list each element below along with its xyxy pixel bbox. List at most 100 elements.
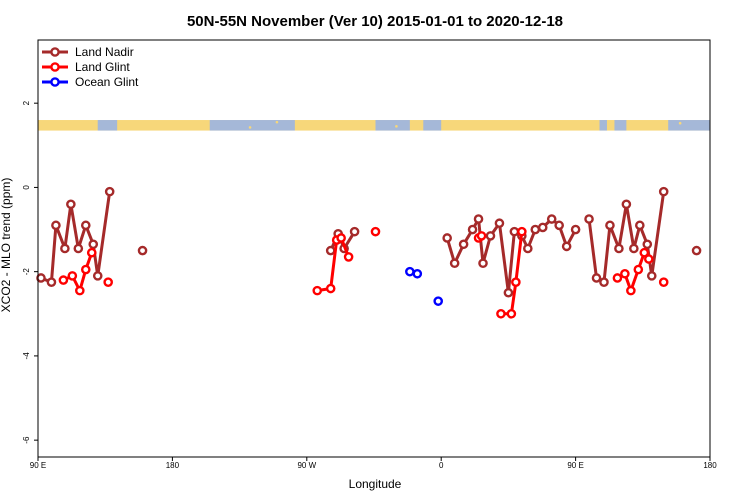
y-tick-label: -2 (22, 268, 31, 276)
data-point (433, 296, 444, 306)
x-tick-label: 0 (439, 461, 444, 470)
data-point (614, 243, 624, 254)
data-point (646, 271, 657, 281)
data-point (104, 186, 115, 197)
data-point (612, 273, 623, 283)
data-point (60, 243, 70, 254)
series-ocean-glint (405, 266, 444, 306)
data-point (349, 226, 360, 237)
data-point (478, 258, 488, 269)
ocean-strip (668, 120, 710, 131)
data-point (336, 233, 346, 243)
land-speck (656, 122, 660, 126)
data-point (80, 220, 91, 231)
legend-marker (50, 47, 60, 57)
ocean-strip (423, 120, 442, 131)
data-point (137, 245, 148, 256)
land-strip (38, 120, 710, 131)
data-point (473, 214, 484, 224)
y-tick-label: -4 (22, 352, 31, 360)
land-speck (248, 126, 252, 129)
ocean-strip (375, 120, 410, 131)
ocean-strip (614, 120, 627, 131)
data-point (658, 186, 669, 197)
data-point (73, 243, 84, 254)
land-speck (395, 125, 398, 128)
data-point (67, 271, 78, 281)
ocean-strip (209, 120, 295, 131)
series-land-nadir (36, 186, 702, 298)
data-point (620, 268, 630, 279)
data-point (506, 308, 517, 319)
data-point (635, 220, 645, 231)
data-point (494, 218, 505, 229)
data-point (75, 285, 85, 296)
legend-marker (50, 77, 60, 87)
data-point (496, 308, 506, 319)
chart-title: 50N-55N November (Ver 10) 2015-01-01 to … (187, 13, 563, 30)
data-point (633, 264, 644, 275)
ocean-strip (599, 120, 607, 131)
x-axis-label: Longitude (349, 477, 402, 491)
data-point (405, 266, 415, 277)
ocean-strip (97, 120, 118, 131)
land-speck (156, 123, 159, 127)
data-point (605, 220, 615, 231)
data-point (412, 268, 423, 279)
legend-label: Land Glint (75, 60, 130, 74)
data-point (554, 220, 564, 231)
data-point (658, 277, 669, 287)
data-point (642, 239, 653, 250)
data-point (546, 214, 557, 224)
series-line (40, 191, 112, 284)
data-point (103, 277, 113, 287)
data-point (66, 199, 76, 210)
data-point (517, 226, 527, 237)
x-tick-label: 180 (166, 461, 180, 470)
x-tick-label: 90 E (567, 461, 583, 470)
data-point (370, 226, 381, 237)
data-point (51, 220, 61, 231)
data-point (312, 285, 323, 296)
land-speck (678, 121, 682, 125)
land-speck (275, 120, 279, 124)
x-tick-label: 90 W (297, 461, 316, 470)
plot-frame (37, 39, 711, 458)
data-point (92, 271, 103, 281)
data-point (88, 239, 99, 250)
land-speck (133, 121, 137, 125)
data-point (511, 277, 521, 287)
data-point (523, 243, 533, 254)
data-point (343, 252, 354, 262)
land-ocean-map-strip (38, 120, 710, 131)
data-point (509, 226, 520, 237)
legend-marker (50, 62, 60, 72)
data-point (591, 273, 602, 283)
data-point (442, 233, 452, 243)
data-point (503, 287, 514, 298)
legend-label: Land Nadir (75, 45, 134, 59)
data-point (449, 258, 460, 269)
data-point (621, 199, 632, 210)
legend-label: Ocean Glint (75, 75, 139, 89)
data-point (80, 264, 91, 275)
land-speck (417, 127, 421, 130)
y-tick-label: -6 (22, 436, 31, 444)
data-point (58, 275, 69, 285)
y-tick-label: 0 (22, 185, 31, 190)
data-point (530, 224, 541, 235)
data-point (561, 241, 572, 252)
data-point (639, 247, 650, 258)
data-point (485, 231, 496, 241)
x-tick-label: 90 E (30, 461, 46, 470)
y-axis-label: XCO2 - MLO trend (ppm) (0, 178, 13, 313)
data-point (467, 224, 478, 235)
y-tick-label: 2 (22, 100, 31, 105)
series-line (500, 231, 524, 316)
data-point (537, 222, 548, 233)
data-point (476, 231, 487, 241)
data-point (86, 247, 97, 258)
data-point (584, 214, 594, 224)
